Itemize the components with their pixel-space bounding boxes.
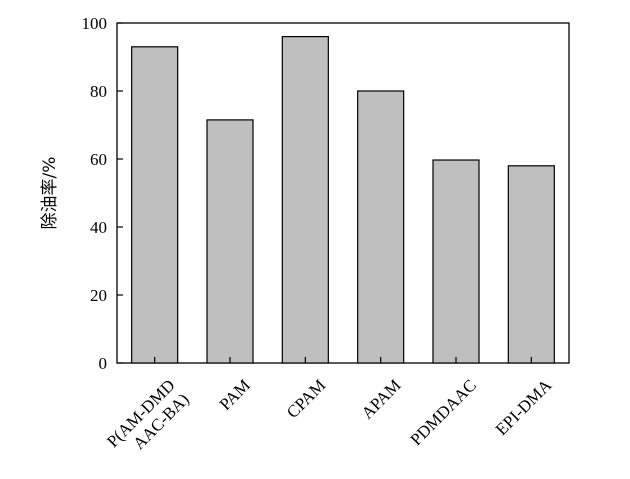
x-tick-label-line: PDMDAAC (406, 376, 480, 450)
y-tick-label-1: 20 (90, 286, 107, 305)
x-axis: P(AM-DMDAAC-BA) PAM CPAM APAM PDMDAAC EPI-DMA (103, 357, 556, 454)
x-tick-label-4: PDMDAAC (406, 376, 480, 450)
bar-1 (206, 119, 254, 364)
y-tick-label-5: 100 (82, 14, 108, 33)
y-tick-label-3: 60 (90, 150, 107, 169)
bar-3 (357, 90, 405, 364)
x-tick-label-line: APAM (358, 376, 405, 423)
x-tick-label-line: EPI-DMA (492, 375, 556, 439)
plot-frame (116, 22, 570, 364)
y-tick-label-2: 40 (90, 218, 107, 237)
x-tick-label-2: CPAM (283, 376, 329, 422)
plot-border (116, 22, 570, 364)
x-tick-label-1: PAM (216, 376, 254, 414)
y-axis: 0 20 40 60 80 100 (82, 14, 123, 373)
x-tick-label-0: P(AM-DMDAAC-BA) (103, 376, 193, 454)
y-axis-label: 除油率/% (40, 157, 60, 230)
bar-2 (281, 35, 329, 364)
bar-4 (432, 159, 480, 364)
y-tick-label-4: 80 (90, 82, 107, 101)
x-tick-label-5: EPI-DMA (492, 375, 556, 439)
bar-5 (507, 165, 555, 364)
x-tick-label-line: PAM (216, 376, 254, 414)
x-tick-label-line: CPAM (283, 376, 329, 422)
y-tick-label-0: 0 (99, 354, 108, 373)
bars-group (131, 35, 555, 364)
x-tick-label-3: APAM (358, 376, 405, 423)
bar-0 (131, 46, 179, 364)
